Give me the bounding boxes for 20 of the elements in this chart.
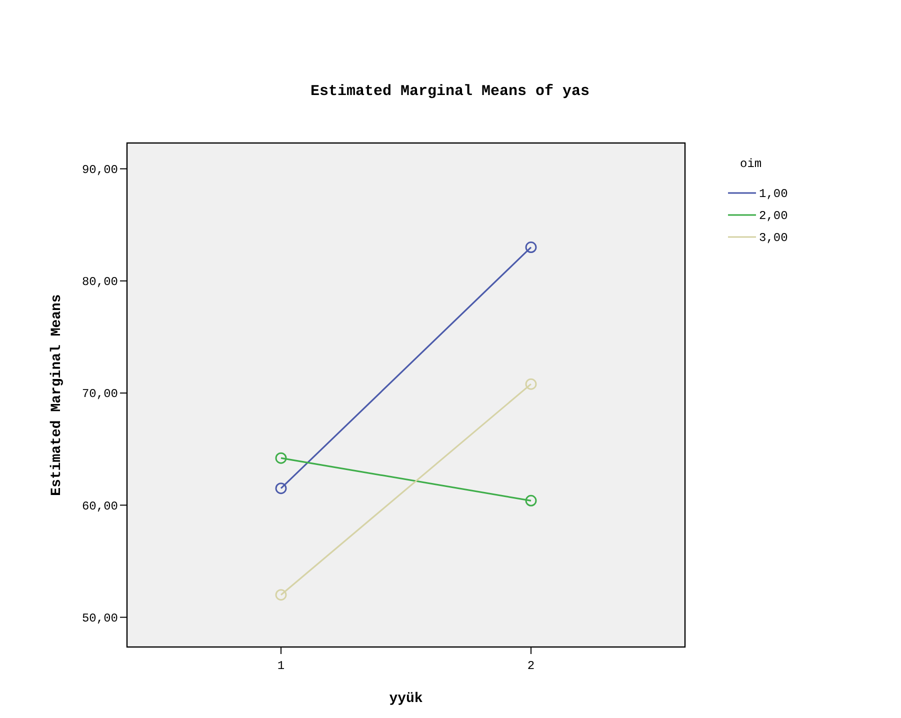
y-tick-label: 80,00 — [82, 275, 118, 290]
point — [525, 494, 537, 506]
point — [275, 482, 287, 494]
legend-label: 1,00 — [759, 187, 788, 202]
legend-title: oim — [740, 157, 762, 171]
y-axis-title: Estimated Marginal Means — [49, 294, 65, 496]
y-tick-label: 90,00 — [82, 162, 118, 177]
point — [525, 242, 537, 254]
y-tick-label: 50,00 — [82, 611, 118, 626]
x-axis-title: yyük — [389, 691, 423, 707]
y-tick-label: 60,00 — [82, 499, 118, 514]
point — [275, 589, 287, 601]
point — [275, 452, 287, 464]
x-tick-label: 1 — [277, 659, 285, 673]
point — [525, 378, 537, 390]
chart-title: Estimated Marginal Means of yas — [310, 83, 590, 100]
y-tick-label: 70,00 — [82, 387, 118, 402]
legend-label: 3,00 — [759, 231, 788, 246]
x-tick-label: 2 — [527, 659, 535, 673]
legend-label: 2,00 — [759, 209, 788, 224]
